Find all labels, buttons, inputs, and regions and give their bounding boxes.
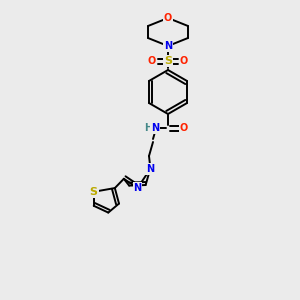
- Text: O: O: [180, 123, 188, 133]
- Text: S: S: [164, 56, 172, 66]
- Text: O: O: [164, 13, 172, 23]
- Text: S: S: [90, 187, 98, 197]
- Text: H: H: [144, 123, 152, 133]
- Text: N: N: [146, 164, 154, 174]
- Text: O: O: [148, 56, 156, 66]
- Text: N: N: [164, 41, 172, 51]
- Text: N: N: [151, 123, 159, 133]
- Text: N: N: [134, 183, 142, 193]
- Text: O: O: [180, 56, 188, 66]
